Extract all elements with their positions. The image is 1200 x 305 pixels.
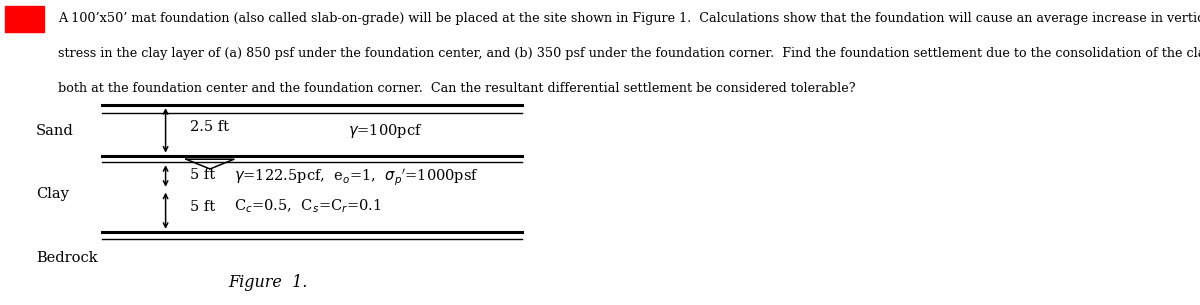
- Text: Bedrock: Bedrock: [36, 251, 97, 265]
- Text: stress in the clay layer of (a) 850 psf under the foundation center, and (b) 350: stress in the clay layer of (a) 850 psf …: [58, 47, 1200, 60]
- Text: $\gamma$=122.5pcf,  e$_o$=1,  $\sigma$$_p$$^\prime$=1000psf: $\gamma$=122.5pcf, e$_o$=1, $\sigma$$_p$…: [234, 166, 479, 188]
- Bar: [5, 6, 44, 32]
- Text: Sand: Sand: [36, 124, 73, 138]
- Text: A 100’x50’ mat foundation (also called slab-on-grade) will be placed at the site: A 100’x50’ mat foundation (also called s…: [58, 12, 1200, 25]
- Text: $\gamma$=100pcf: $\gamma$=100pcf: [348, 121, 422, 140]
- Text: C$_c$=0.5,  C$_s$=C$_r$=0.1: C$_c$=0.5, C$_s$=C$_r$=0.1: [234, 197, 382, 215]
- Text: 5 ft: 5 ft: [190, 168, 215, 182]
- Text: Figure  1.: Figure 1.: [228, 274, 307, 291]
- Text: Clay: Clay: [36, 187, 68, 201]
- Text: 5 ft: 5 ft: [190, 200, 215, 214]
- Text: both at the foundation center and the foundation corner.  Can the resultant diff: both at the foundation center and the fo…: [58, 82, 856, 95]
- Text: 2.5 ft: 2.5 ft: [190, 120, 228, 135]
